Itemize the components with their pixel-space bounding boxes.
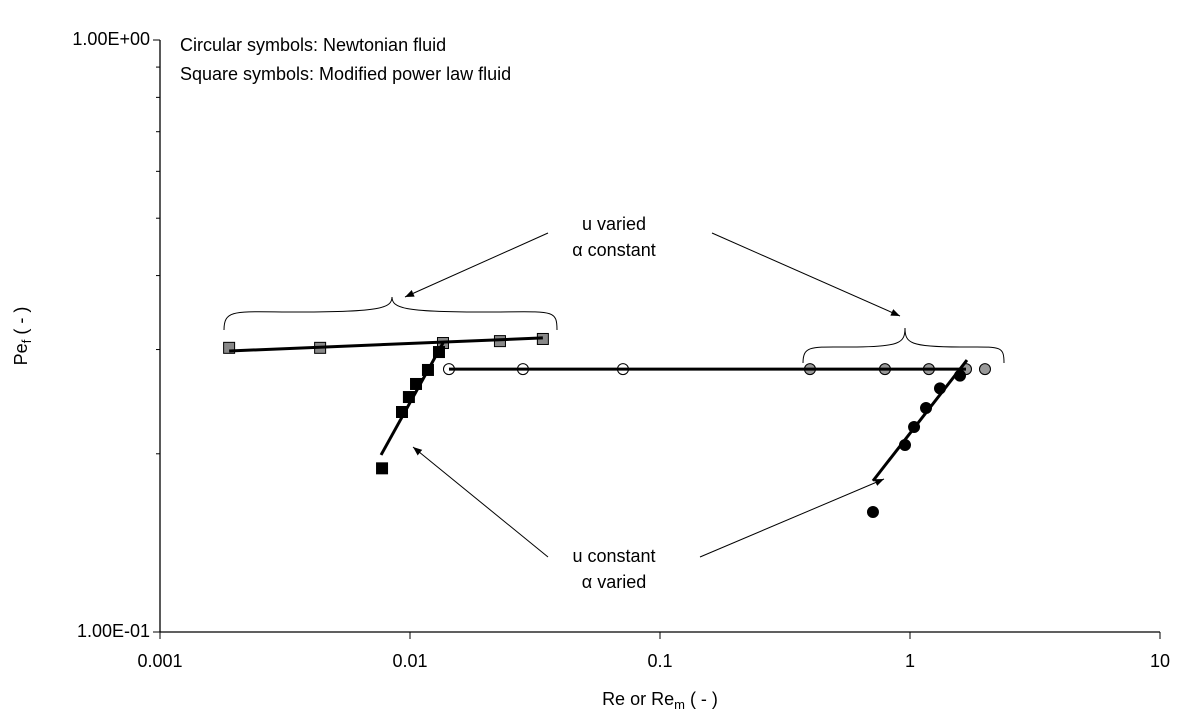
- y-tick-label: 1.00E+00: [72, 29, 150, 49]
- y-label-sub: f: [19, 339, 34, 343]
- brace: [802, 327, 1005, 364]
- y-axis-label: Pef ( - ): [11, 307, 35, 366]
- y-label-unit: ( - ): [11, 307, 31, 340]
- x-label-sub: m: [674, 697, 685, 712]
- square-marker: [223, 341, 236, 354]
- trend-line: [229, 336, 543, 353]
- x-tick-label: 10: [1150, 651, 1170, 671]
- x-label-unit: ( - ): [685, 689, 718, 709]
- circle-marker: [978, 363, 991, 376]
- y-tick-label: 1.00E-01: [77, 621, 150, 641]
- trend-line: [871, 359, 969, 482]
- trend-line: [379, 342, 445, 456]
- x-tick-label: 1: [905, 651, 915, 671]
- annotation: α constant: [572, 240, 655, 260]
- circle-marker: [866, 505, 879, 518]
- arrow: [699, 478, 885, 558]
- annotation: Circular symbols: Newtonian fluid: [180, 35, 446, 55]
- x-label-main: Re or Re: [602, 689, 674, 709]
- x-axis-label: Re or Rem ( - ): [602, 689, 718, 713]
- x-tick-label: 0.1: [647, 651, 672, 671]
- x-tick-label: 0.01: [392, 651, 427, 671]
- arrow: [404, 232, 549, 298]
- y-label-main: Pe: [11, 343, 31, 365]
- annotation: u constant: [572, 546, 655, 566]
- square-marker: [376, 462, 389, 475]
- annotation: u varied: [582, 214, 646, 234]
- arrow: [711, 232, 901, 317]
- arrow: [412, 446, 549, 558]
- annotation: α varied: [582, 572, 646, 592]
- annotation: Square symbols: Modified power law fluid: [180, 64, 511, 84]
- x-tick-label: 0.001: [137, 651, 182, 671]
- brace: [223, 296, 558, 331]
